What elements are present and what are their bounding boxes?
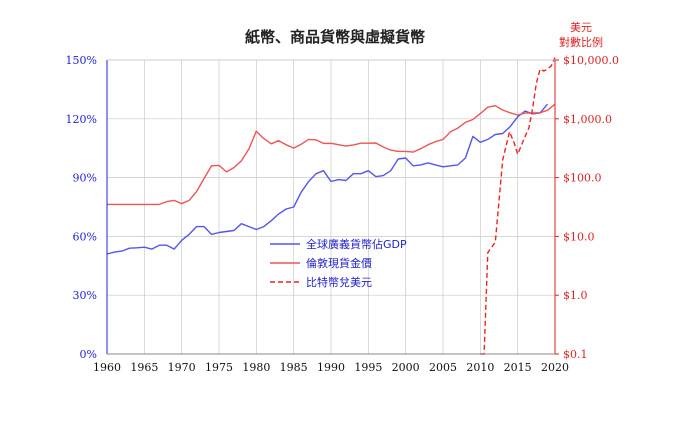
- y-right-tick-label: $0.1: [563, 348, 588, 361]
- y-left-tick-label: 0%: [80, 348, 97, 361]
- x-tick-label: 2020: [541, 361, 569, 374]
- right-axis-title-line2: 對數比例: [559, 35, 603, 49]
- y-left-tick-label: 60%: [73, 230, 97, 243]
- x-tick-label: 1995: [354, 361, 382, 374]
- x-tick-label: 1985: [280, 361, 308, 374]
- y-left-tick-label: 30%: [73, 289, 97, 302]
- x-tick-label: 1970: [168, 361, 196, 374]
- y-left-tick-label: 120%: [66, 113, 97, 126]
- x-tick-label: 2000: [392, 361, 420, 374]
- x-tick-label: 1990: [317, 361, 345, 374]
- series-broad-money-line: [106, 103, 549, 255]
- x-tick-label: 2005: [429, 361, 457, 374]
- right-axis-title-line1: 美元: [570, 21, 592, 34]
- x-tick-label: 1965: [130, 361, 158, 374]
- y-right-tick-label: $100.0: [563, 172, 602, 185]
- y-right-tick-label: $1.0: [563, 289, 588, 302]
- legend-label: 全球廣義貨幣佔GDP: [306, 237, 407, 251]
- y-left-tick-label: 150%: [66, 54, 97, 67]
- series-gold-price-line: [107, 103, 556, 206]
- y-left-tick-label: 90%: [73, 172, 97, 185]
- y-right-tick-label: $10,000.0: [563, 54, 619, 67]
- x-tick-label: 1980: [242, 361, 270, 374]
- legend-label: 比特幣兌美元: [306, 275, 372, 289]
- x-tick-label: 2010: [466, 361, 494, 374]
- y-right-tick-label: $1,000.0: [563, 113, 612, 126]
- chart-title: 紙幣、商品貨幣與虛擬貨幣: [245, 28, 425, 46]
- x-tick-label: 1960: [93, 361, 121, 374]
- series-bitcoin-line: [480, 57, 556, 355]
- x-tick-label: 1975: [205, 361, 233, 374]
- legend-label: 倫敦現貨金價: [306, 256, 372, 270]
- y-right-tick-label: $10.0: [563, 230, 595, 243]
- x-tick-label: 2015: [504, 361, 532, 374]
